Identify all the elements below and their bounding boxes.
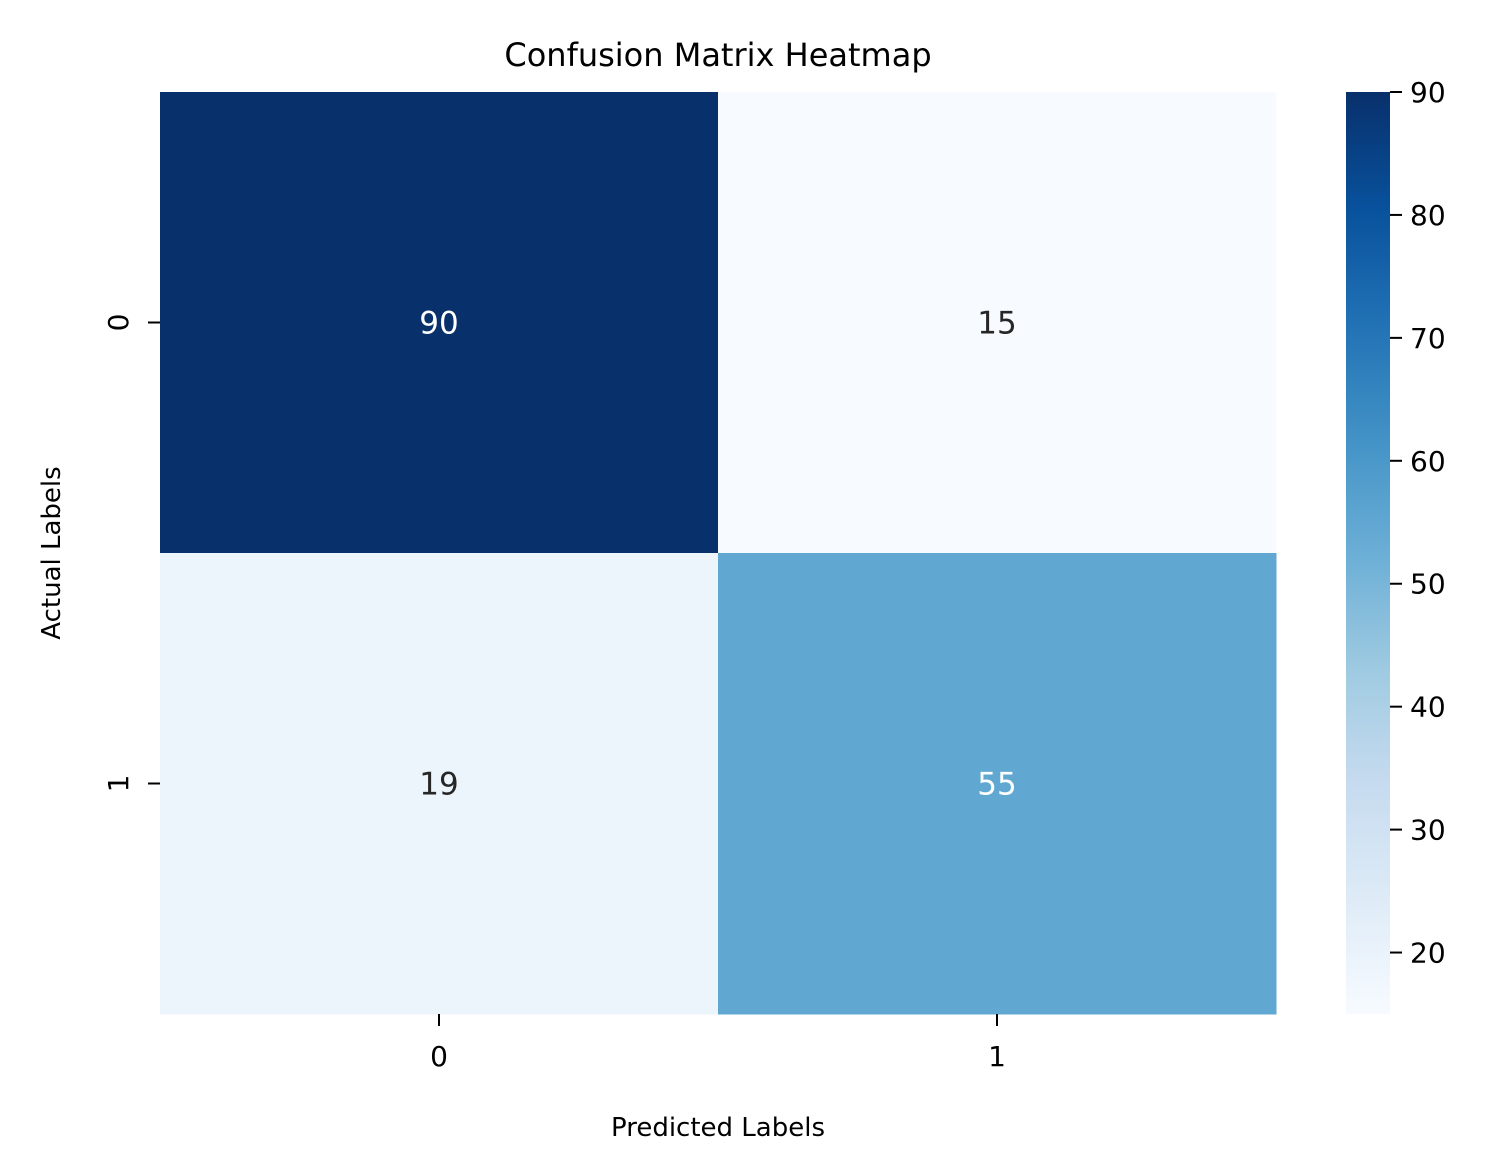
x-tick-label-0: 0 (430, 1040, 448, 1073)
heatmap-cells (160, 92, 1277, 1015)
colorbar-tick-label-7: 90 (1410, 76, 1446, 109)
x-tick-label-1: 1 (988, 1040, 1006, 1073)
heatmap-cell-r1-c0 (160, 553, 719, 1015)
heatmap-cell-labels: 90 15 19 55 (419, 306, 1016, 803)
cell-value-r0-c0: 90 (419, 306, 458, 342)
colorbar-tick-label-5: 70 (1410, 322, 1446, 355)
chart-title: Confusion Matrix Heatmap (504, 36, 931, 74)
colorbar-tick-label-2: 40 (1410, 691, 1446, 724)
y-axis-ticks: 01 (102, 314, 160, 793)
y-tick-label-0: 0 (102, 314, 135, 332)
cell-value-r1-c0: 19 (419, 767, 458, 803)
y-tick-label-1: 1 (102, 775, 135, 793)
colorbar-tick-label-3: 50 (1410, 568, 1446, 601)
heatmap-cell-r0-c0 (160, 92, 719, 554)
y-axis-label: Actual Labels (37, 466, 67, 639)
colorbar (1346, 92, 1390, 1014)
cell-value-r1-c1: 55 (977, 767, 1016, 803)
cell-value-r0-c1: 15 (977, 306, 1016, 342)
heatmap-cell-r0-c1 (718, 92, 1277, 554)
x-axis-label: Predicted Labels (611, 1113, 825, 1143)
colorbar-ticks: 20 30 40 50 60 70 80 90 (1390, 76, 1446, 970)
colorbar-tick-label-0: 20 (1410, 937, 1446, 970)
heatmap-cell-r1-c1 (718, 553, 1277, 1015)
colorbar-tick-label-6: 80 (1410, 199, 1446, 232)
colorbar-tick-label-4: 60 (1410, 445, 1446, 478)
colorbar-tick-label-1: 30 (1410, 814, 1446, 847)
